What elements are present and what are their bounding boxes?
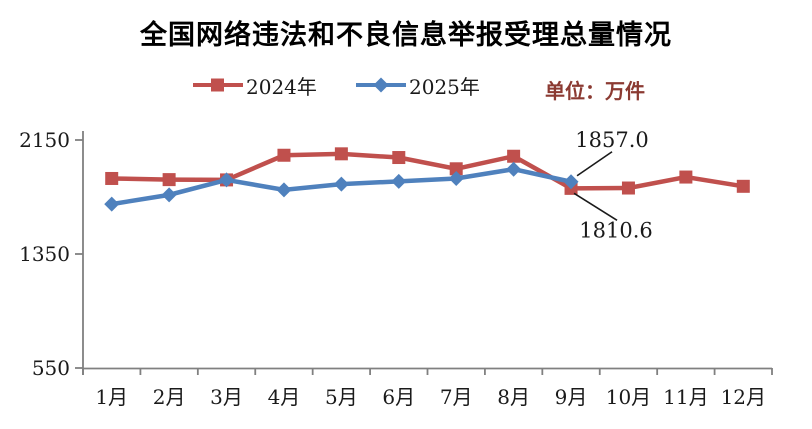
series-0-marker [277,148,291,162]
x-tick-label: 5月 [325,385,358,409]
legend-item-2025: 2025年 [356,72,480,99]
annotation-leader-line [576,151,613,177]
series-1-marker [391,173,407,189]
series-1-marker [104,196,120,212]
x-tick-label: 7月 [440,385,473,409]
series-1-marker [276,182,292,198]
annotation-leader-line [573,192,618,222]
x-tick-label: 11月 [663,385,708,409]
series-1-marker [219,172,235,188]
series-0-marker [334,147,348,161]
y-tick-label: 1350 [19,242,70,266]
series-0-marker [507,149,521,163]
series-0-marker [621,181,635,195]
series-0-marker [162,173,176,187]
series-0-marker [679,170,693,184]
series-1-marker [506,161,522,177]
legend-label-2025: 2025年 [409,74,480,99]
series-line-0 [111,151,744,191]
series-1-marker [448,170,464,186]
series-0-marker [105,171,119,185]
y-tick-label: 550 [32,356,70,380]
series-1-marker [161,187,177,203]
series-1-marker [333,176,349,192]
chart-title: 全国网络违法和不良信息举报受理总量情况 [140,20,672,51]
x-tick-label: 2月 [153,385,186,409]
legend-item-2024: 2024年 [193,72,317,99]
legend-line-diamond-icon [356,77,406,93]
x-tick-label: 6月 [382,385,415,409]
y-tick-label: 2150 [19,128,70,152]
series-1-marker [563,174,579,190]
series-0-marker [736,179,750,193]
x-tick-label: 1月 [95,385,128,409]
x-tick-label: 8月 [497,385,530,409]
series-0-marker [449,162,463,176]
x-tick-label: 9月 [555,385,588,409]
x-tick-label: 4月 [268,385,301,409]
x-tick-label: 3月 [210,385,243,409]
unit-label: 单位：万件 [545,79,645,103]
legend-line-square-icon [193,77,243,93]
legend-label-2024: 2024年 [246,74,317,99]
x-tick-label: 10月 [606,385,651,409]
data-label: 1810.6 [579,218,652,242]
series-0-marker [392,151,406,165]
data-label: 1857.0 [575,128,648,152]
x-tick-label: 12月 [721,385,766,409]
